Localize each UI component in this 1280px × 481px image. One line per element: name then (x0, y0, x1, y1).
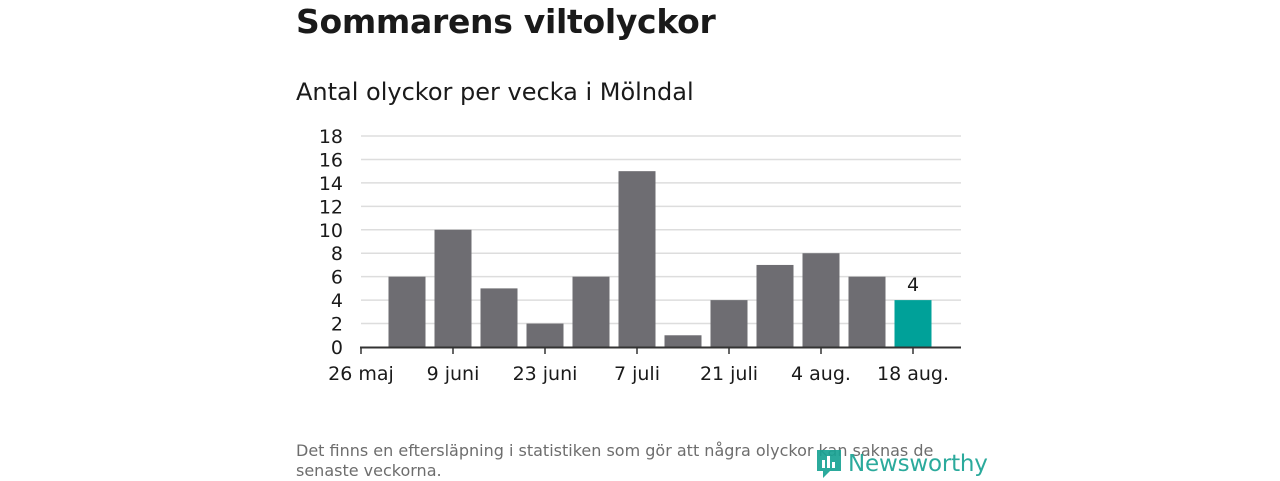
bar (710, 300, 748, 347)
chart-subtitle: Antal olyckor per vecka i Mölndal (296, 78, 694, 106)
bar (572, 276, 610, 347)
y-tick-label: 2 (331, 314, 343, 336)
newsworthy-icon (817, 450, 841, 478)
x-axis: 26 maj 9 juni 23 juni 7 juli 21 juli 4 aug. 18… (328, 346, 961, 385)
y-tick-label: 14 (319, 173, 343, 195)
y-tick-label: 16 (319, 149, 343, 171)
newsworthy-logo: Newsworthy (814, 447, 988, 481)
bar (756, 264, 794, 347)
x-tick-label: 18 aug. (877, 363, 949, 385)
bar (388, 276, 426, 347)
bar (526, 323, 564, 347)
brand-name: Newsworthy (848, 451, 988, 477)
bar (618, 171, 656, 347)
y-tick-label: 6 (331, 267, 343, 289)
bar (480, 288, 518, 347)
x-tick-label: 7 juli (614, 363, 660, 385)
footnote: Det finns en eftersläpning i statistiken… (296, 441, 934, 480)
x-tick-label: 9 juni (427, 363, 480, 385)
x-tick-label: 23 juni (513, 363, 578, 385)
y-tick-label: 10 (319, 220, 343, 242)
x-tick-label: 4 aug. (791, 363, 851, 385)
y-tick-label: 4 (331, 290, 343, 312)
bars (388, 171, 932, 347)
y-tick-label: 18 (319, 126, 343, 148)
highlight-bar (894, 300, 932, 347)
x-tick-label: 26 maj (328, 363, 394, 385)
bar (802, 253, 840, 347)
bar (848, 276, 886, 347)
y-tick-label: 8 (331, 243, 343, 265)
bar-labels: 4 (907, 274, 919, 296)
x-tick-label: 21 juli (700, 363, 758, 385)
y-tick-label: 12 (319, 196, 343, 218)
bar (664, 335, 702, 347)
page-title: Sommarens viltolyckor (296, 2, 716, 41)
bar (434, 229, 472, 347)
data-label: 4 (907, 274, 919, 296)
y-tick-label: 0 (331, 337, 343, 359)
